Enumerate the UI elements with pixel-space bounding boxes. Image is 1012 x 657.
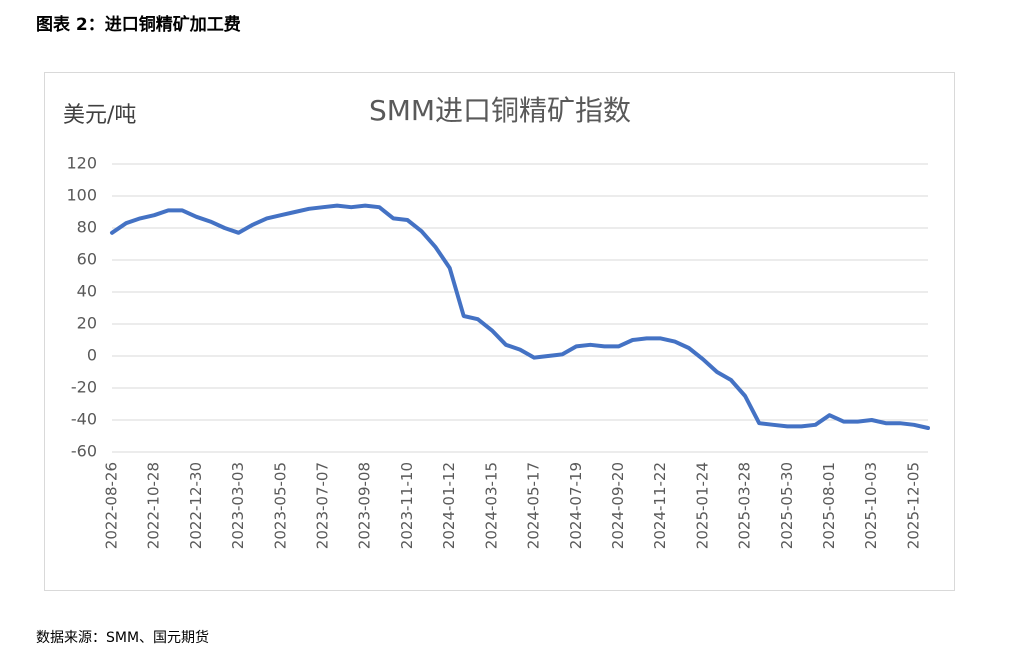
y-tick-label: 40: [77, 282, 97, 301]
y-tick-label: 120: [66, 154, 97, 173]
data-line: [110, 203, 930, 430]
x-tick-label: 2025-05-30: [778, 462, 796, 549]
x-tick-label: 2022-12-30: [187, 462, 205, 549]
chart-frame: [44, 72, 955, 591]
y-tick-label: -40: [71, 410, 97, 429]
y-tick-label: 100: [66, 186, 97, 205]
x-tick-label: 2023-05-05: [271, 462, 289, 549]
x-tick-label: 2025-03-28: [736, 462, 754, 549]
x-tick-label: 2024-03-15: [482, 462, 500, 549]
x-tick-label: 2023-11-10: [398, 462, 416, 549]
y-tick-label: 20: [77, 314, 97, 333]
chart-title: SMM进口铜精矿指数: [369, 94, 631, 127]
x-tick-label: 2025-10-03: [862, 462, 880, 549]
x-tick-label: 2025-01-24: [693, 462, 711, 549]
x-tick-label: 2022-10-28: [145, 462, 163, 549]
x-tick-label: 2024-09-20: [609, 462, 627, 549]
x-tick-label: 2025-12-05: [904, 462, 922, 549]
y-tick-label: 0: [87, 346, 97, 365]
y-tick-label: -20: [71, 378, 97, 397]
y-tick-label: 60: [77, 250, 97, 269]
x-tick-label: 2024-01-12: [440, 462, 458, 549]
x-tick-label: 2024-11-22: [651, 462, 669, 549]
x-tick-label: 2023-03-03: [229, 462, 247, 549]
x-tick-label: 2022-08-26: [103, 462, 121, 549]
x-tick-label: 2025-08-01: [820, 462, 838, 549]
y-axis-unit: 美元/吨: [63, 103, 136, 128]
y-tick-label: 80: [77, 218, 97, 237]
source-note: 数据来源：SMM、国元期货: [36, 629, 209, 646]
y-tick-label: -60: [71, 442, 97, 461]
x-tick-label: 2024-05-17: [525, 462, 543, 549]
x-tick-label: 2023-07-07: [314, 462, 332, 549]
x-tick-label: 2023-09-08: [356, 462, 374, 549]
figure-caption: 图表 2：进口铜精矿加工费: [36, 14, 241, 35]
x-tick-label: 2024-07-19: [567, 462, 585, 549]
